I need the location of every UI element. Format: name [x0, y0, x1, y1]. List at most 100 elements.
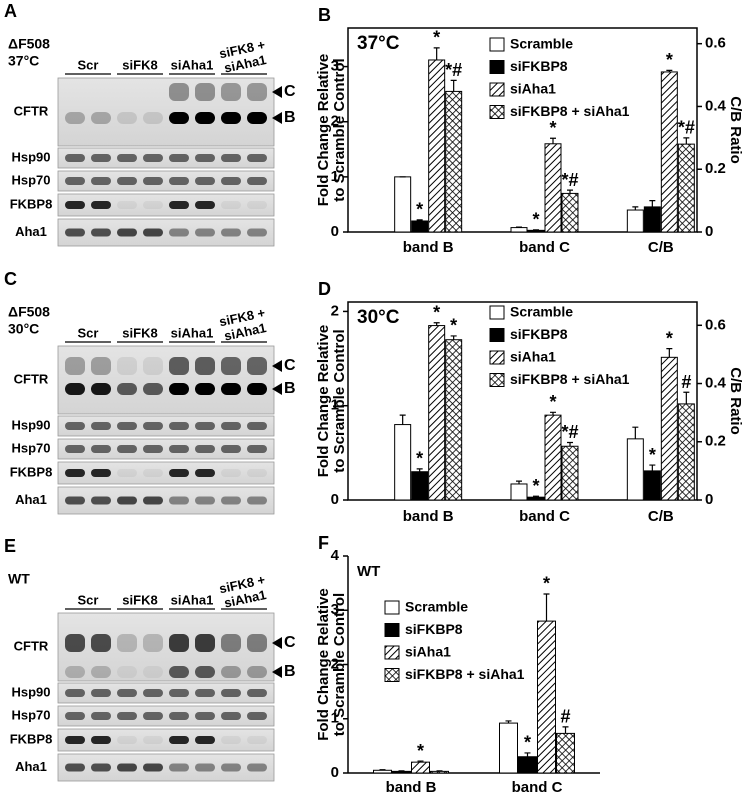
blot-band [65, 445, 85, 453]
blot-band [169, 201, 189, 209]
bar [660, 71, 678, 233]
blot-band [247, 445, 267, 453]
blot-band [195, 228, 215, 237]
panel-letter: B [318, 5, 331, 25]
y2-tick-label: 0.6 [705, 35, 726, 52]
blot-band [247, 469, 267, 477]
blot-band [195, 712, 215, 720]
error-bar [649, 200, 656, 207]
legend-swatch [489, 305, 505, 320]
blot-band [247, 112, 267, 124]
row-label: Aha1 [15, 759, 47, 774]
blot-band [221, 357, 241, 375]
blot-band [169, 228, 189, 237]
blot-band [143, 496, 163, 505]
bar [537, 620, 556, 774]
error-bar [533, 495, 539, 498]
y-tick-label: 1 [331, 168, 339, 185]
error-bar [417, 760, 424, 763]
y-axis-label: to Scramble Control [331, 329, 348, 472]
error-bar [433, 322, 440, 326]
legend-label: siFKBP8 + siAha1 [405, 666, 525, 682]
blot-band [195, 763, 215, 772]
bar [643, 206, 661, 233]
y-tick-label: 3 [331, 601, 339, 618]
blot-band [117, 422, 137, 430]
blot-band [247, 689, 267, 697]
blot-band [65, 689, 85, 697]
blot-band [65, 666, 85, 678]
row-label: CFTR [14, 103, 49, 118]
blot-band [117, 634, 137, 652]
blot-band [117, 496, 137, 505]
blot-band [195, 422, 215, 430]
x-tick-label: C/B [648, 239, 674, 256]
significance-label: * [543, 574, 550, 594]
blot-strip [57, 77, 275, 147]
blot-band [221, 201, 241, 209]
lane-label: Scr [78, 325, 99, 340]
band-label: B [284, 380, 296, 397]
blot-band [247, 383, 267, 395]
blot-band [65, 634, 85, 652]
blot-band [117, 689, 137, 697]
bar [510, 483, 528, 501]
blot-band [65, 154, 85, 162]
blot-strip [57, 682, 275, 704]
bar [411, 220, 429, 233]
blot-strip [57, 728, 275, 752]
band-arrow [272, 360, 282, 372]
error-bar [379, 769, 386, 771]
error-bar [416, 219, 423, 221]
blot-band [91, 422, 111, 430]
blot-strip [57, 705, 275, 727]
bar [544, 414, 562, 501]
bar [373, 769, 392, 774]
blot-band [65, 469, 85, 477]
y-tick-label: 0 [331, 223, 339, 240]
x-tick-label: band C [519, 239, 570, 256]
legend-label: siFKBP8 [405, 621, 463, 637]
significance-label: * [417, 741, 424, 761]
x-tick-label: band C [519, 508, 570, 525]
blot-band [91, 469, 111, 477]
significance-label: *# [678, 118, 695, 138]
bar [428, 59, 446, 233]
significance-label: * [649, 445, 656, 465]
blot-band [65, 736, 85, 744]
blot-band [169, 634, 189, 652]
blot-band [91, 712, 111, 720]
y-axis-label: to Scramble Control [331, 593, 348, 736]
panel-letter: A [4, 1, 17, 21]
error-bar [505, 720, 512, 724]
blot-band [91, 689, 111, 697]
blot-band [65, 177, 85, 185]
blot-band [221, 763, 241, 772]
legend-label: siFKBP8 [510, 58, 568, 74]
lane-label: siFK8 [122, 592, 157, 607]
blot-band [117, 228, 137, 237]
blot-band [143, 634, 163, 652]
blot-band [247, 666, 267, 678]
blot-band [221, 177, 241, 185]
legend-swatch [384, 645, 400, 660]
blot-band [195, 154, 215, 162]
row-label: CFTR [14, 371, 49, 386]
blot-band [221, 689, 241, 697]
blot-band [117, 469, 137, 477]
blot-band [91, 228, 111, 237]
blot-band [247, 154, 267, 162]
band-arrow [272, 86, 282, 98]
row-label: Hsp70 [11, 440, 50, 455]
blot-band [221, 666, 241, 678]
blot-band [117, 154, 137, 162]
condition-label: ΔF508 [8, 304, 50, 320]
blot-band [117, 201, 137, 209]
bar [445, 339, 463, 501]
legend-swatch [489, 82, 505, 97]
error-bar [632, 426, 639, 439]
blot-band [91, 666, 111, 678]
y-axis-label: Fold Change Relative [315, 54, 332, 207]
blot-band [221, 83, 241, 101]
legend-label: siFKBP8 + siAha1 [510, 371, 630, 387]
